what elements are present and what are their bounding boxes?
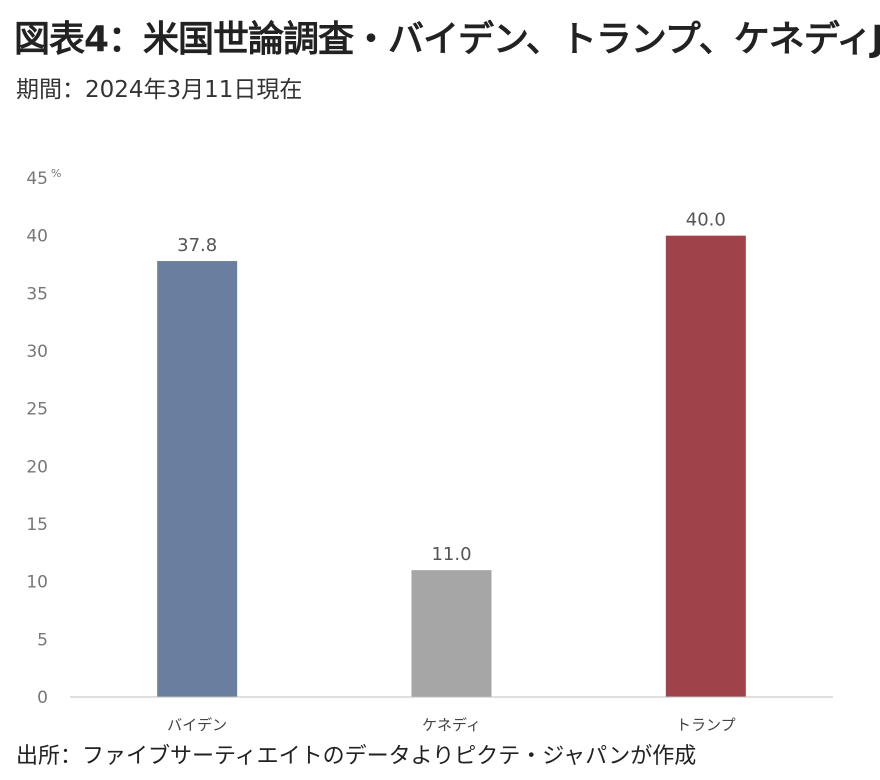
x-category-label: ケネディ: [422, 716, 481, 734]
bar: [411, 570, 492, 697]
bar-value-label: 37.8: [177, 235, 217, 256]
y-tick-label: 25: [26, 400, 48, 420]
chart-title: 図表4：米国世論調査・バイデン、トランプ、ケネディJr: [14, 19, 880, 60]
bar: [665, 235, 746, 697]
y-tick-label: 45: [26, 169, 48, 189]
y-tick-label: 10: [26, 573, 48, 593]
chart-subtitle: 期間：2024年3月11日現在: [16, 77, 303, 103]
y-tick-label: 20: [26, 457, 48, 477]
bar: [157, 261, 238, 697]
bar-value-label: 40.0: [686, 210, 726, 231]
y-tick-label: 35: [26, 284, 48, 304]
y-tick-label: 15: [26, 515, 48, 535]
y-tick-label: 40: [26, 227, 48, 247]
y-axis: 0 5 10 15 20 25 30 35 40 45%: [26, 167, 61, 708]
x-axis: バイデン ケネディ トランプ: [167, 716, 735, 734]
source-note: 出所：ファイブサーティエイトのデータよりピクテ・ジャパンが作成: [16, 744, 697, 769]
x-category-label: トランプ: [676, 716, 736, 734]
y-unit-label: %: [51, 167, 61, 180]
x-category-label: バイデン: [167, 716, 227, 734]
bar-value-label: 11.0: [431, 544, 471, 565]
y-tick-label: 5: [37, 630, 48, 650]
y-tick-label: 30: [26, 342, 48, 362]
y-tick-label: 0: [37, 688, 48, 708]
bars: 37.8 11.0 40.0: [157, 210, 746, 697]
